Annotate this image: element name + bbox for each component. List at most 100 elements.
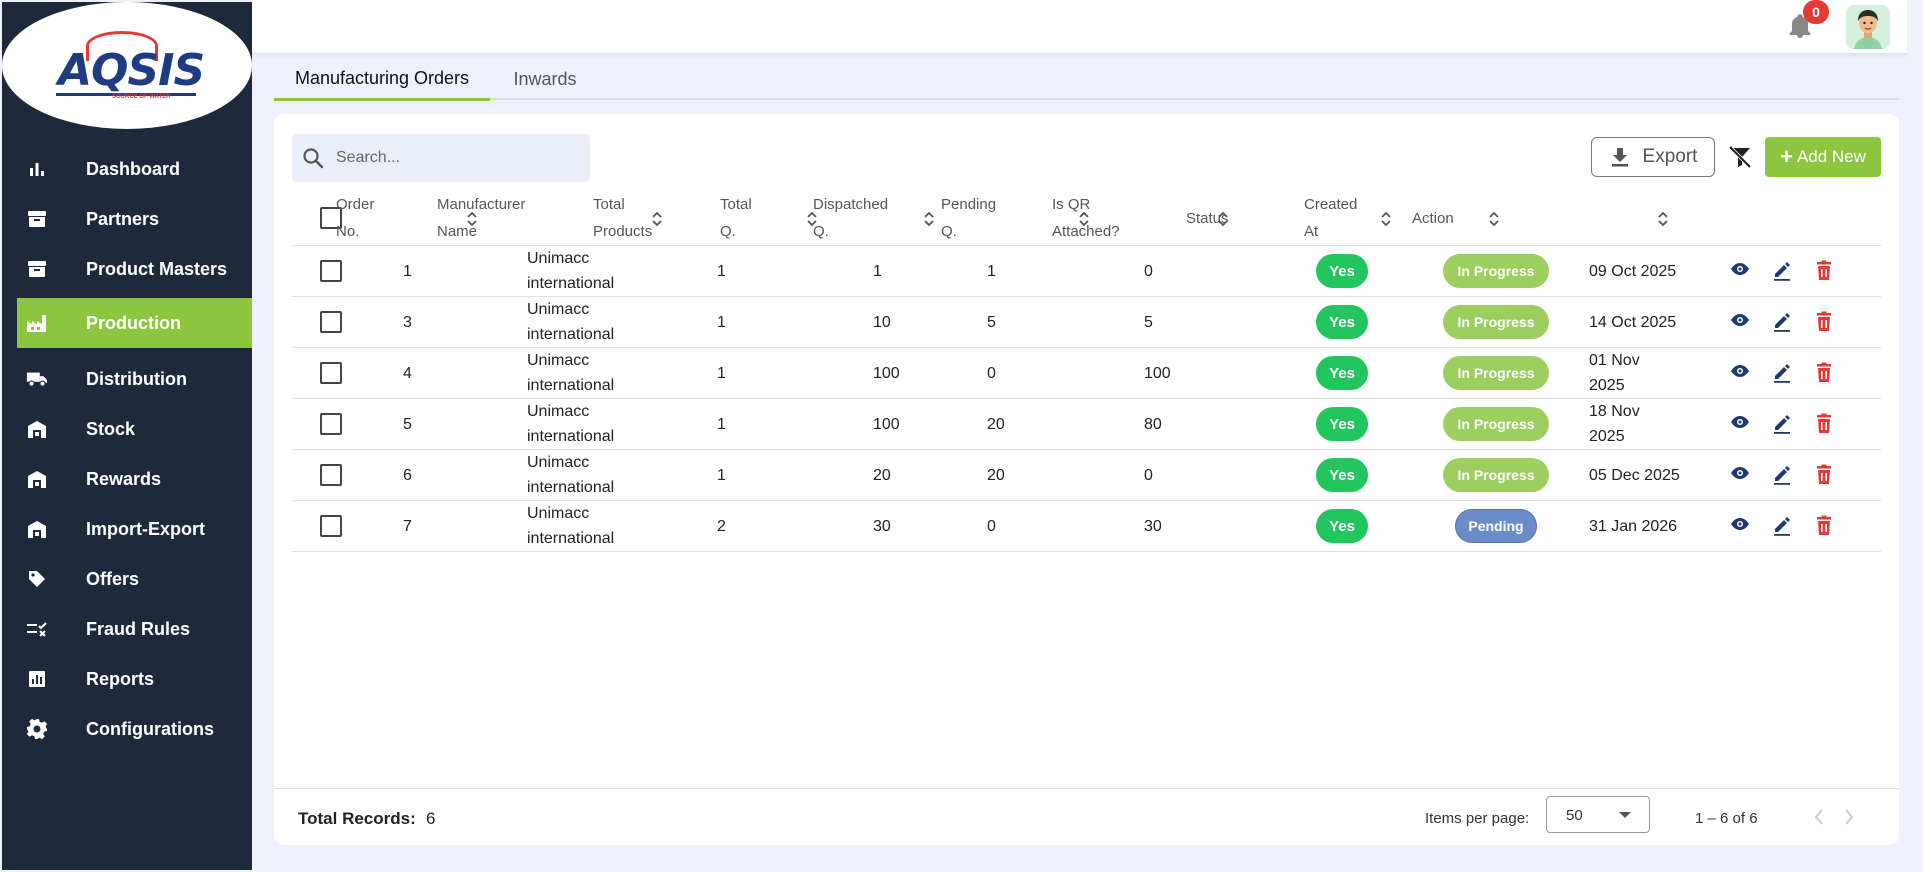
row-checkbox[interactable] — [320, 362, 342, 384]
view-eye-icon[interactable] — [1730, 311, 1750, 333]
table-row[interactable]: 6 Unimacc international 1 20 20 0 Yes In Progres… — [292, 450, 1881, 501]
edit-pencil-icon[interactable] — [1772, 413, 1792, 435]
page-scrollbar[interactable] — [1907, 0, 1923, 872]
row-checkbox[interactable] — [320, 311, 342, 333]
created-at-line: 2025 — [1589, 377, 1625, 394]
table-row[interactable]: 3 Unimacc international 1 10 5 5 Yes In Progress… — [292, 297, 1881, 348]
cell-is-qr-attached: Yes — [1316, 348, 1368, 398]
gear-icon — [26, 718, 48, 740]
items-per-page-select[interactable]: 50 — [1546, 796, 1650, 833]
edit-pencil-icon[interactable] — [1772, 515, 1792, 537]
view-eye-icon[interactable] — [1730, 260, 1750, 282]
cell-status: Pending — [1443, 501, 1537, 551]
sidebar-item-stock[interactable]: Stock — [2, 404, 252, 454]
sort-icon[interactable] — [806, 209, 818, 234]
row-checkbox[interactable] — [320, 464, 342, 486]
cell-order-no: 6 — [403, 466, 412, 484]
sidebar-item-offers[interactable]: Offers — [2, 554, 252, 604]
delete-trash-icon[interactable] — [1814, 464, 1834, 486]
sidebar-item-import-export[interactable]: Import-Export — [2, 504, 252, 554]
search-input[interactable] — [336, 134, 576, 182]
view-eye-icon[interactable] — [1730, 464, 1750, 486]
status-badge: In Progress — [1443, 407, 1549, 441]
column-header-total-products[interactable]: Total Products — [593, 190, 652, 246]
sidebar-item-reports[interactable]: Reports — [2, 654, 252, 704]
cell-order-no: 7 — [403, 517, 412, 535]
tab-inwards[interactable]: Inwards — [513, 68, 577, 89]
manufacturer-line: Unimacc — [527, 250, 590, 267]
sidebar-item-partners[interactable]: Partners — [2, 194, 252, 244]
table-row[interactable]: 5 Unimacc international 1 100 20 80 Yes In Progr… — [292, 399, 1881, 450]
status-badge: In Progress — [1443, 458, 1549, 492]
sort-icon[interactable] — [1488, 209, 1500, 234]
edit-pencil-icon[interactable] — [1772, 362, 1792, 384]
cell-created-at: 05 Dec 2025 — [1589, 450, 1680, 500]
cell-status: In Progress — [1443, 246, 1549, 296]
tabs-bar: Manufacturing Orders Inwards — [274, 58, 1899, 101]
clear-filter-icon[interactable] — [1727, 144, 1753, 170]
table-row[interactable]: 1 Unimacc international 1 1 1 0 Yes In Progress 0… — [292, 246, 1881, 297]
cell-manufacturer-name: Unimacc international — [527, 399, 614, 449]
cell-manufacturer-name: Unimacc international — [527, 348, 614, 398]
add-new-button[interactable]: + Add New — [1765, 137, 1881, 177]
column-header-order-no[interactable]: Order No. — [336, 190, 374, 246]
column-header-manufacturer-name[interactable]: Manufacturer Name — [437, 190, 525, 246]
sort-icon[interactable] — [651, 209, 663, 234]
row-checkbox[interactable] — [320, 515, 342, 537]
cell-total-q: 10 — [873, 313, 891, 331]
sidebar-item-product-masters[interactable]: Product Masters — [2, 244, 252, 294]
cell-is-qr-attached: Yes — [1316, 297, 1368, 347]
sidebar-item-fraud-rules[interactable]: Fraud Rules — [2, 604, 252, 654]
sidebar-item-rewards[interactable]: Rewards — [2, 454, 252, 504]
delete-trash-icon[interactable] — [1814, 311, 1834, 333]
column-header-total-q[interactable]: Total Q. — [720, 190, 752, 246]
manufacturer-line: international — [527, 275, 615, 292]
table-row[interactable]: 7 Unimacc international 2 30 0 30 Yes Pending 31 … — [292, 501, 1881, 552]
next-page-icon[interactable] — [1841, 805, 1857, 829]
cell-created-at: 09 Oct 2025 — [1589, 246, 1676, 296]
delete-trash-icon[interactable] — [1814, 413, 1834, 435]
view-eye-icon[interactable] — [1730, 362, 1750, 384]
edit-pencil-icon[interactable] — [1772, 311, 1792, 333]
logo-container: AQSIS SOURCE OF WATER — [2, 2, 252, 129]
column-header-status[interactable]: Status — [1186, 190, 1229, 246]
row-checkbox[interactable] — [320, 260, 342, 282]
sort-icon[interactable] — [1380, 209, 1392, 234]
view-eye-icon[interactable] — [1730, 515, 1750, 537]
sort-icon[interactable] — [1657, 209, 1669, 234]
column-header-is-qr-attached[interactable]: Is QR Attached? — [1052, 190, 1120, 246]
sidebar-item-configurations[interactable]: Configurations — [2, 704, 252, 754]
sidebar-item-distribution[interactable]: Distribution — [2, 354, 252, 404]
delete-trash-icon[interactable] — [1814, 515, 1834, 537]
delete-trash-icon[interactable] — [1814, 260, 1834, 282]
sort-icon[interactable] — [923, 209, 935, 234]
table-body: 1 Unimacc international 1 1 1 0 Yes In Progress 0… — [292, 246, 1881, 552]
cell-total-q: 1 — [873, 262, 882, 280]
view-eye-icon[interactable] — [1730, 413, 1750, 435]
sort-icon[interactable] — [466, 209, 478, 234]
sort-icon[interactable] — [1078, 209, 1090, 234]
sort-icon[interactable] — [1217, 209, 1229, 234]
column-header-dispatched-q[interactable]: Dispatched Q. — [813, 190, 888, 246]
column-header-created-at[interactable]: Created At — [1304, 190, 1357, 246]
delete-trash-icon[interactable] — [1814, 362, 1834, 384]
table-footer: Total Records: 6 Items per page: 50 1 – … — [274, 788, 1899, 845]
sidebar-item-production[interactable]: Production — [17, 298, 252, 348]
cell-total-products: 2 — [717, 517, 726, 535]
select-all-checkbox[interactable] — [320, 207, 342, 229]
tab-manufacturing-orders[interactable]: Manufacturing Orders — [274, 58, 490, 101]
cell-created-at: 18 Nov 2025 — [1589, 399, 1640, 449]
cell-pending-q: 5 — [1144, 313, 1153, 331]
qr-yes-badge: Yes — [1316, 407, 1368, 441]
column-header-pending-q[interactable]: Pending Q. — [941, 190, 996, 246]
row-checkbox[interactable] — [320, 413, 342, 435]
edit-pencil-icon[interactable] — [1772, 464, 1792, 486]
table-row[interactable]: 4 Unimacc international 1 100 0 100 Yes In Progr… — [292, 348, 1881, 399]
sidebar-item-dashboard[interactable]: Dashboard — [2, 144, 252, 194]
previous-page-icon[interactable] — [1811, 805, 1827, 829]
user-avatar[interactable] — [1846, 5, 1890, 49]
export-button[interactable]: Export — [1591, 137, 1715, 177]
edit-pencil-icon[interactable] — [1772, 260, 1792, 282]
column-header-line: Action — [1412, 209, 1454, 227]
sidebar-item-label: Fraud Rules — [86, 618, 191, 639]
